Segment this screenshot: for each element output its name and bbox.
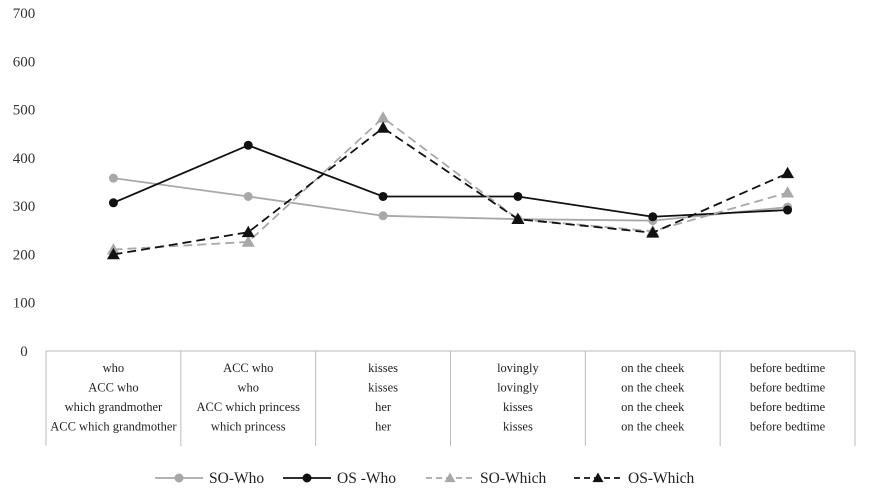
data-point [241,225,255,238]
legend-marker [592,472,604,483]
legend-marker [302,473,312,483]
data-point [781,186,795,198]
legend-label: OS -Who [337,470,396,487]
data-point [378,211,388,221]
data-point [106,247,120,260]
category-label: on the cheek [621,400,685,414]
data-point [108,173,118,183]
data-point [648,212,658,222]
category-label: kisses [503,420,533,434]
y-tick-label: 600 [13,54,36,70]
data-point [243,140,253,150]
y-tick-label: 300 [13,199,36,215]
data-point [513,191,523,201]
series-line-2 [113,144,788,218]
category-label: ACC which grandmother [50,420,177,434]
category-label: kisses [503,400,533,414]
category-label: before bedtime [750,400,826,414]
y-tick-label: 500 [13,103,36,119]
data-point [108,198,118,208]
data-point [241,235,255,247]
category-label: kisses [368,361,398,375]
data-point [243,191,253,201]
data-point [781,166,795,179]
legend-marker [444,472,456,483]
category-label: her [375,420,392,434]
category-label: who [237,381,259,395]
y-tick-label: 700 [13,6,36,22]
data-point [378,191,388,201]
category-label: on the cheek [621,381,685,395]
legend-label: SO-Which [480,470,547,487]
category-label: ACC who [223,361,273,375]
legend-label: OS-Which [628,470,695,487]
category-label: before bedtime [750,420,826,434]
category-label: lovingly [497,381,539,395]
series-line-4 [113,126,788,256]
category-label: on the cheek [621,420,685,434]
category-label: before bedtime [750,381,826,395]
data-point [376,121,390,133]
category-label: kisses [368,381,398,395]
category-label: before bedtime [750,361,826,375]
y-tick-label: 200 [13,247,36,263]
series-line-3 [113,116,788,251]
category-label: ACC who [88,381,138,395]
series-line-1 [113,177,788,222]
category-label: who [103,361,125,375]
data-point [646,226,660,238]
data-point [511,212,525,225]
legend-label: SO-Who [209,470,264,487]
category-label: her [375,400,392,414]
y-tick-label: 100 [13,296,36,312]
category-label: which grandmother [65,400,163,414]
data-point [783,205,793,215]
y-tick-label: 0 [20,344,28,360]
data-point [376,111,390,123]
category-label: lovingly [497,361,539,375]
legend-marker [174,473,184,483]
y-tick-label: 400 [13,151,36,167]
category-label: which princess [211,420,286,434]
category-label: on the cheek [621,361,685,375]
category-label: ACC which princess [197,400,301,414]
